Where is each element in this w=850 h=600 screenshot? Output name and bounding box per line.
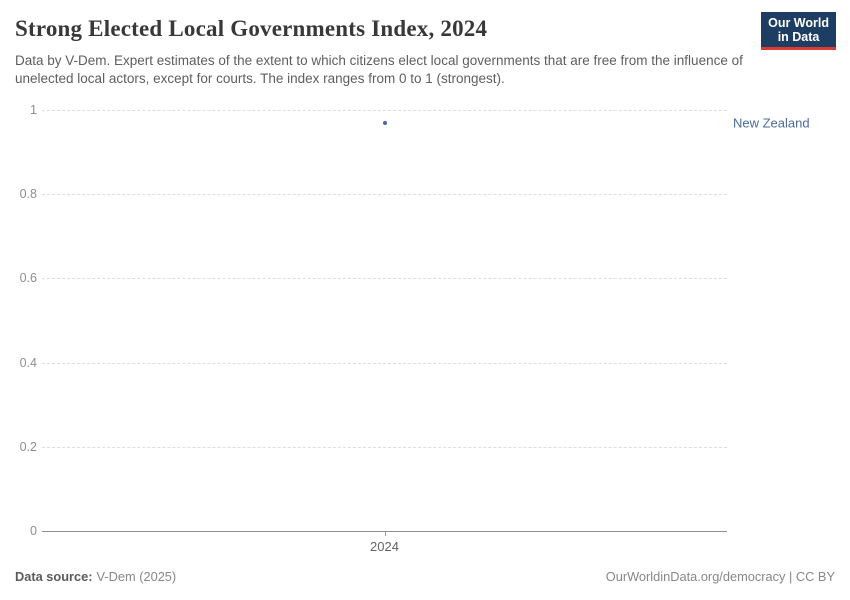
gridline bbox=[42, 362, 727, 364]
y-tick-label: 0.2 bbox=[19, 439, 37, 454]
gridline bbox=[42, 194, 727, 196]
data-source-value: V-Dem (2025) bbox=[96, 569, 177, 584]
y-tick-label: 0.6 bbox=[19, 271, 37, 286]
gridline bbox=[42, 446, 727, 448]
y-tick-label: 1 bbox=[30, 103, 37, 117]
gridline bbox=[42, 278, 727, 280]
data-source-label: Data source: bbox=[15, 569, 93, 584]
y-tick-label: 0.4 bbox=[19, 355, 37, 370]
owid-license-link[interactable]: OurWorldinData.org/democracy | CC BY bbox=[605, 569, 835, 584]
x-tick-label: 2024 bbox=[370, 539, 399, 554]
x-tick-mark bbox=[384, 531, 386, 536]
data-source-note: Data source: V-Dem (2025) bbox=[15, 569, 176, 584]
y-tick-label: 0 bbox=[30, 524, 37, 538]
y-tick-label: 0.8 bbox=[19, 187, 37, 202]
owid-logo-line1: Our World bbox=[768, 16, 829, 30]
data-point-new-zealand[interactable] bbox=[382, 120, 387, 125]
chart-subtitle: Data by V-Dem. Expert estimates of the e… bbox=[15, 53, 743, 86]
chart-footer: Data source: V-Dem (2025) OurWorldinData.… bbox=[15, 569, 835, 584]
gridline bbox=[42, 110, 727, 111]
owid-logo-line2: in Data bbox=[777, 30, 820, 44]
chart-title: Strong Elected Local Governments Index, … bbox=[15, 16, 488, 41]
entity-label-new-zealand[interactable]: New Zealand bbox=[733, 115, 810, 131]
owid-logo[interactable]: Our World in Data bbox=[761, 12, 836, 50]
